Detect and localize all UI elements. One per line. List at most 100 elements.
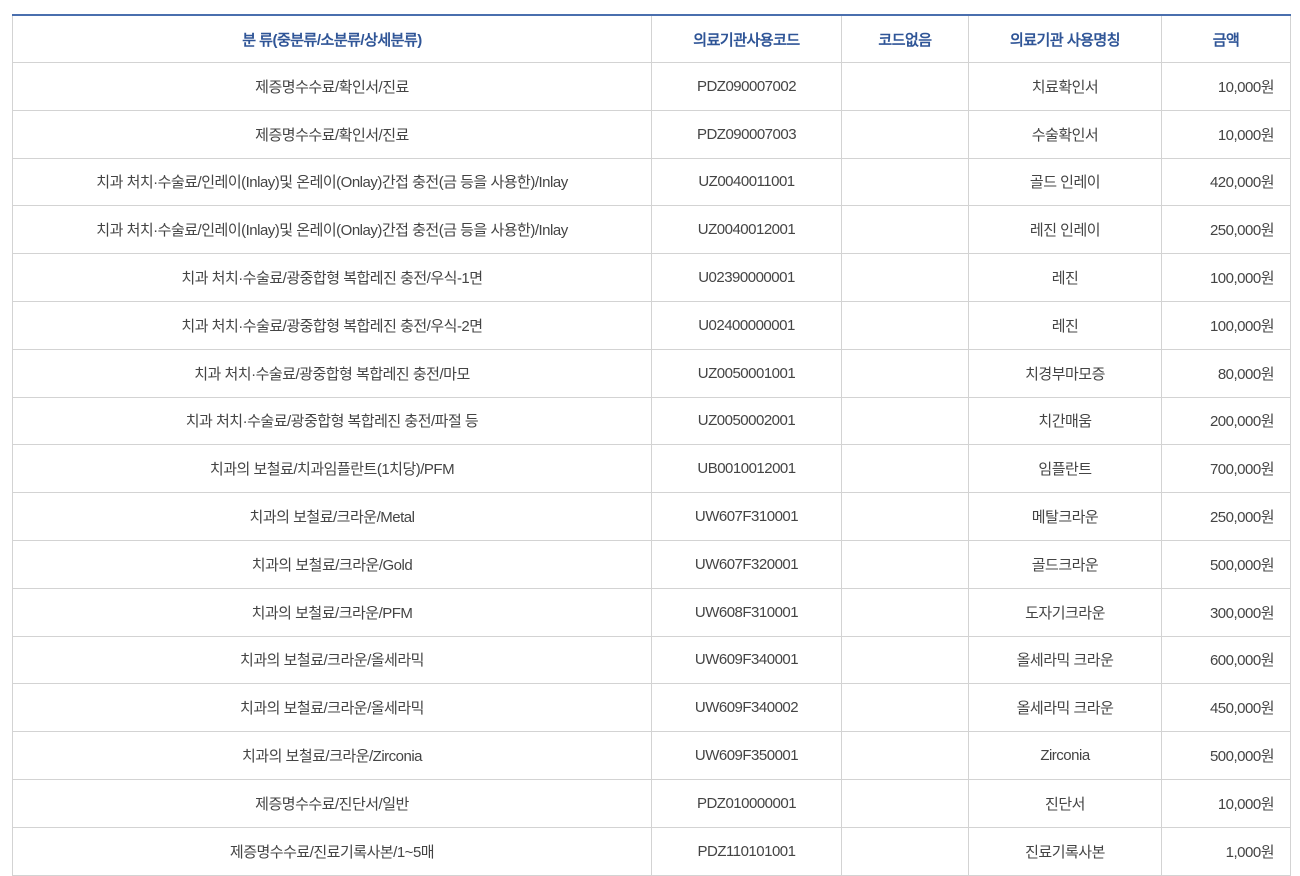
- amount-cell: 10,000원: [1161, 778, 1291, 828]
- category-cell: 치과의 보철료/크라운/PFM: [12, 587, 652, 637]
- category-cell: 제증명수수료/확인서/진료: [12, 109, 652, 159]
- header-row: 분 류(중분류/소분류/상세분류) 의료기관사용코드 코드없음 의료기관 사용명…: [12, 14, 1291, 63]
- code-cell: PDZ010000001: [651, 778, 842, 828]
- amount-cell: 600,000원: [1161, 635, 1291, 685]
- amount-cell: 10,000원: [1161, 62, 1291, 111]
- table-row: 제증명수수료/확인서/진료 PDZ090007002 치료확인서 10,000원: [12, 62, 1291, 111]
- category-cell: 치과 처치·수술료/광중합형 복합레진 충전/우식-1면: [12, 253, 652, 302]
- name-cell: 레진 인레이: [968, 205, 1162, 255]
- name-cell: 골드 인레이: [968, 157, 1162, 207]
- no-code-cell: [841, 635, 969, 685]
- code-cell: UB0010012001: [651, 444, 842, 494]
- category-cell: 치과 처치·수술료/광중합형 복합레진 충전/마모: [12, 348, 652, 398]
- amount-cell: 1,000원: [1161, 826, 1291, 876]
- name-cell: 임플란트: [968, 444, 1162, 494]
- amount-cell: 100,000원: [1161, 300, 1291, 350]
- category-cell: 치과 처치·수술료/인레이(Inlay)및 온레이(Onlay)간접 충전(금 …: [12, 205, 652, 255]
- table-row: 치과 처치·수술료/광중합형 복합레진 충전/마모 UZ0050001001 치경부…: [12, 348, 1291, 398]
- name-cell: 골드크라운: [968, 539, 1162, 589]
- code-cell: UW609F340001: [651, 635, 842, 685]
- amount-cell: 10,000원: [1161, 109, 1291, 159]
- no-code-cell: [841, 62, 969, 111]
- amount-cell: 100,000원: [1161, 253, 1291, 302]
- table-row: 치과의 보철료/치과임플란트(1치당)/PFM UB0010012001 임플란트 7…: [12, 444, 1291, 494]
- name-cell: 도자기크라운: [968, 587, 1162, 637]
- code-cell: UZ0040011001: [651, 157, 842, 207]
- name-cell: 치료확인서: [968, 62, 1162, 111]
- table-row: 제증명수수료/진료기록사본/1~5매 PDZ110101001 진료기록사본 1,00…: [12, 826, 1291, 876]
- no-code-cell: [841, 778, 969, 828]
- name-cell: 치경부마모증: [968, 348, 1162, 398]
- amount-cell: 450,000원: [1161, 683, 1291, 733]
- no-code-cell: [841, 157, 969, 207]
- table-row: 치과 처치·수술료/인레이(Inlay)및 온레이(Onlay)간접 충전(금 …: [12, 157, 1291, 207]
- no-code-cell: [841, 587, 969, 637]
- code-cell: UZ0040012001: [651, 205, 842, 255]
- header-amount: 금액: [1161, 14, 1291, 63]
- table-row: 치과의 보철료/크라운/Gold UW607F320001 골드크라운 500,000…: [12, 539, 1291, 589]
- amount-cell: 80,000원: [1161, 348, 1291, 398]
- table-row: 치과의 보철료/크라운/Metal UW607F310001 메탈크라운 250,00…: [12, 492, 1291, 541]
- code-cell: UZ0050001001: [651, 348, 842, 398]
- name-cell: 레진: [968, 300, 1162, 350]
- category-cell: 제증명수수료/확인서/진료: [12, 62, 652, 111]
- category-cell: 치과의 보철료/크라운/Metal: [12, 492, 652, 541]
- amount-cell: 700,000원: [1161, 444, 1291, 494]
- amount-cell: 420,000원: [1161, 157, 1291, 207]
- code-cell: U02390000001: [651, 253, 842, 302]
- category-cell: 제증명수수료/진단서/일반: [12, 778, 652, 828]
- no-code-cell: [841, 253, 969, 302]
- code-cell: UW607F310001: [651, 492, 842, 541]
- table-row: 치과 처치·수술료/광중합형 복합레진 충전/파절 등 UZ0050002001 치…: [12, 396, 1291, 446]
- name-cell: 올세라믹 크라운: [968, 683, 1162, 733]
- amount-cell: 500,000원: [1161, 539, 1291, 589]
- table-row: 제증명수수료/확인서/진료 PDZ090007003 수술확인서 10,000원: [12, 109, 1291, 159]
- code-cell: PDZ110101001: [651, 826, 842, 876]
- category-cell: 치과 처치·수술료/인레이(Inlay)및 온레이(Onlay)간접 충전(금 …: [12, 157, 652, 207]
- amount-cell: 250,000원: [1161, 205, 1291, 255]
- code-cell: UW608F310001: [651, 587, 842, 637]
- no-code-cell: [841, 348, 969, 398]
- code-cell: U02400000001: [651, 300, 842, 350]
- category-cell: 치과의 보철료/크라운/올세라믹: [12, 635, 652, 685]
- amount-cell: 500,000원: [1161, 731, 1291, 780]
- name-cell: 진단서: [968, 778, 1162, 828]
- code-cell: UZ0050002001: [651, 396, 842, 446]
- no-code-cell: [841, 539, 969, 589]
- category-cell: 치과 처치·수술료/광중합형 복합레진 충전/우식-2면: [12, 300, 652, 350]
- header-name: 의료기관 사용명칭: [968, 14, 1162, 63]
- no-code-cell: [841, 396, 969, 446]
- category-cell: 제증명수수료/진료기록사본/1~5매: [12, 826, 652, 876]
- no-code-cell: [841, 492, 969, 541]
- amount-cell: 300,000원: [1161, 587, 1291, 637]
- table-row: 치과의 보철료/크라운/올세라믹 UW609F340002 올세라믹 크라운 450,…: [12, 683, 1291, 733]
- table-row: 제증명수수료/진단서/일반 PDZ010000001 진단서 10,000원: [12, 778, 1291, 828]
- name-cell: 진료기록사본: [968, 826, 1162, 876]
- table-row: 치과 처치·수술료/광중합형 복합레진 충전/우식-1면 U02390000001…: [12, 253, 1291, 302]
- amount-cell: 200,000원: [1161, 396, 1291, 446]
- fee-table: 분 류(중분류/소분류/상세분류) 의료기관사용코드 코드없음 의료기관 사용명…: [12, 14, 1291, 876]
- name-cell: 치간매움: [968, 396, 1162, 446]
- no-code-cell: [841, 683, 969, 733]
- table-row: 치과의 보철료/크라운/Zirconia UW609F350001 Zirconia…: [12, 731, 1291, 780]
- name-cell: 올세라믹 크라운: [968, 635, 1162, 685]
- name-cell: 메탈크라운: [968, 492, 1162, 541]
- name-cell: Zirconia: [968, 731, 1162, 780]
- no-code-cell: [841, 731, 969, 780]
- name-cell: 수술확인서: [968, 109, 1162, 159]
- code-cell: PDZ090007002: [651, 62, 842, 111]
- category-cell: 치과의 보철료/크라운/Zirconia: [12, 731, 652, 780]
- no-code-cell: [841, 300, 969, 350]
- header-code: 의료기관사용코드: [651, 14, 842, 63]
- no-code-cell: [841, 109, 969, 159]
- amount-cell: 250,000원: [1161, 492, 1291, 541]
- no-code-cell: [841, 205, 969, 255]
- category-cell: 치과의 보철료/크라운/올세라믹: [12, 683, 652, 733]
- category-cell: 치과 처치·수술료/광중합형 복합레진 충전/파절 등: [12, 396, 652, 446]
- category-cell: 치과의 보철료/크라운/Gold: [12, 539, 652, 589]
- table-row: 치과 처치·수술료/광중합형 복합레진 충전/우식-2면 U02400000001…: [12, 300, 1291, 350]
- table-row: 치과의 보철료/크라운/올세라믹 UW609F340001 올세라믹 크라운 600,…: [12, 635, 1291, 685]
- category-cell: 치과의 보철료/치과임플란트(1치당)/PFM: [12, 444, 652, 494]
- no-code-cell: [841, 444, 969, 494]
- code-cell: UW609F350001: [651, 731, 842, 780]
